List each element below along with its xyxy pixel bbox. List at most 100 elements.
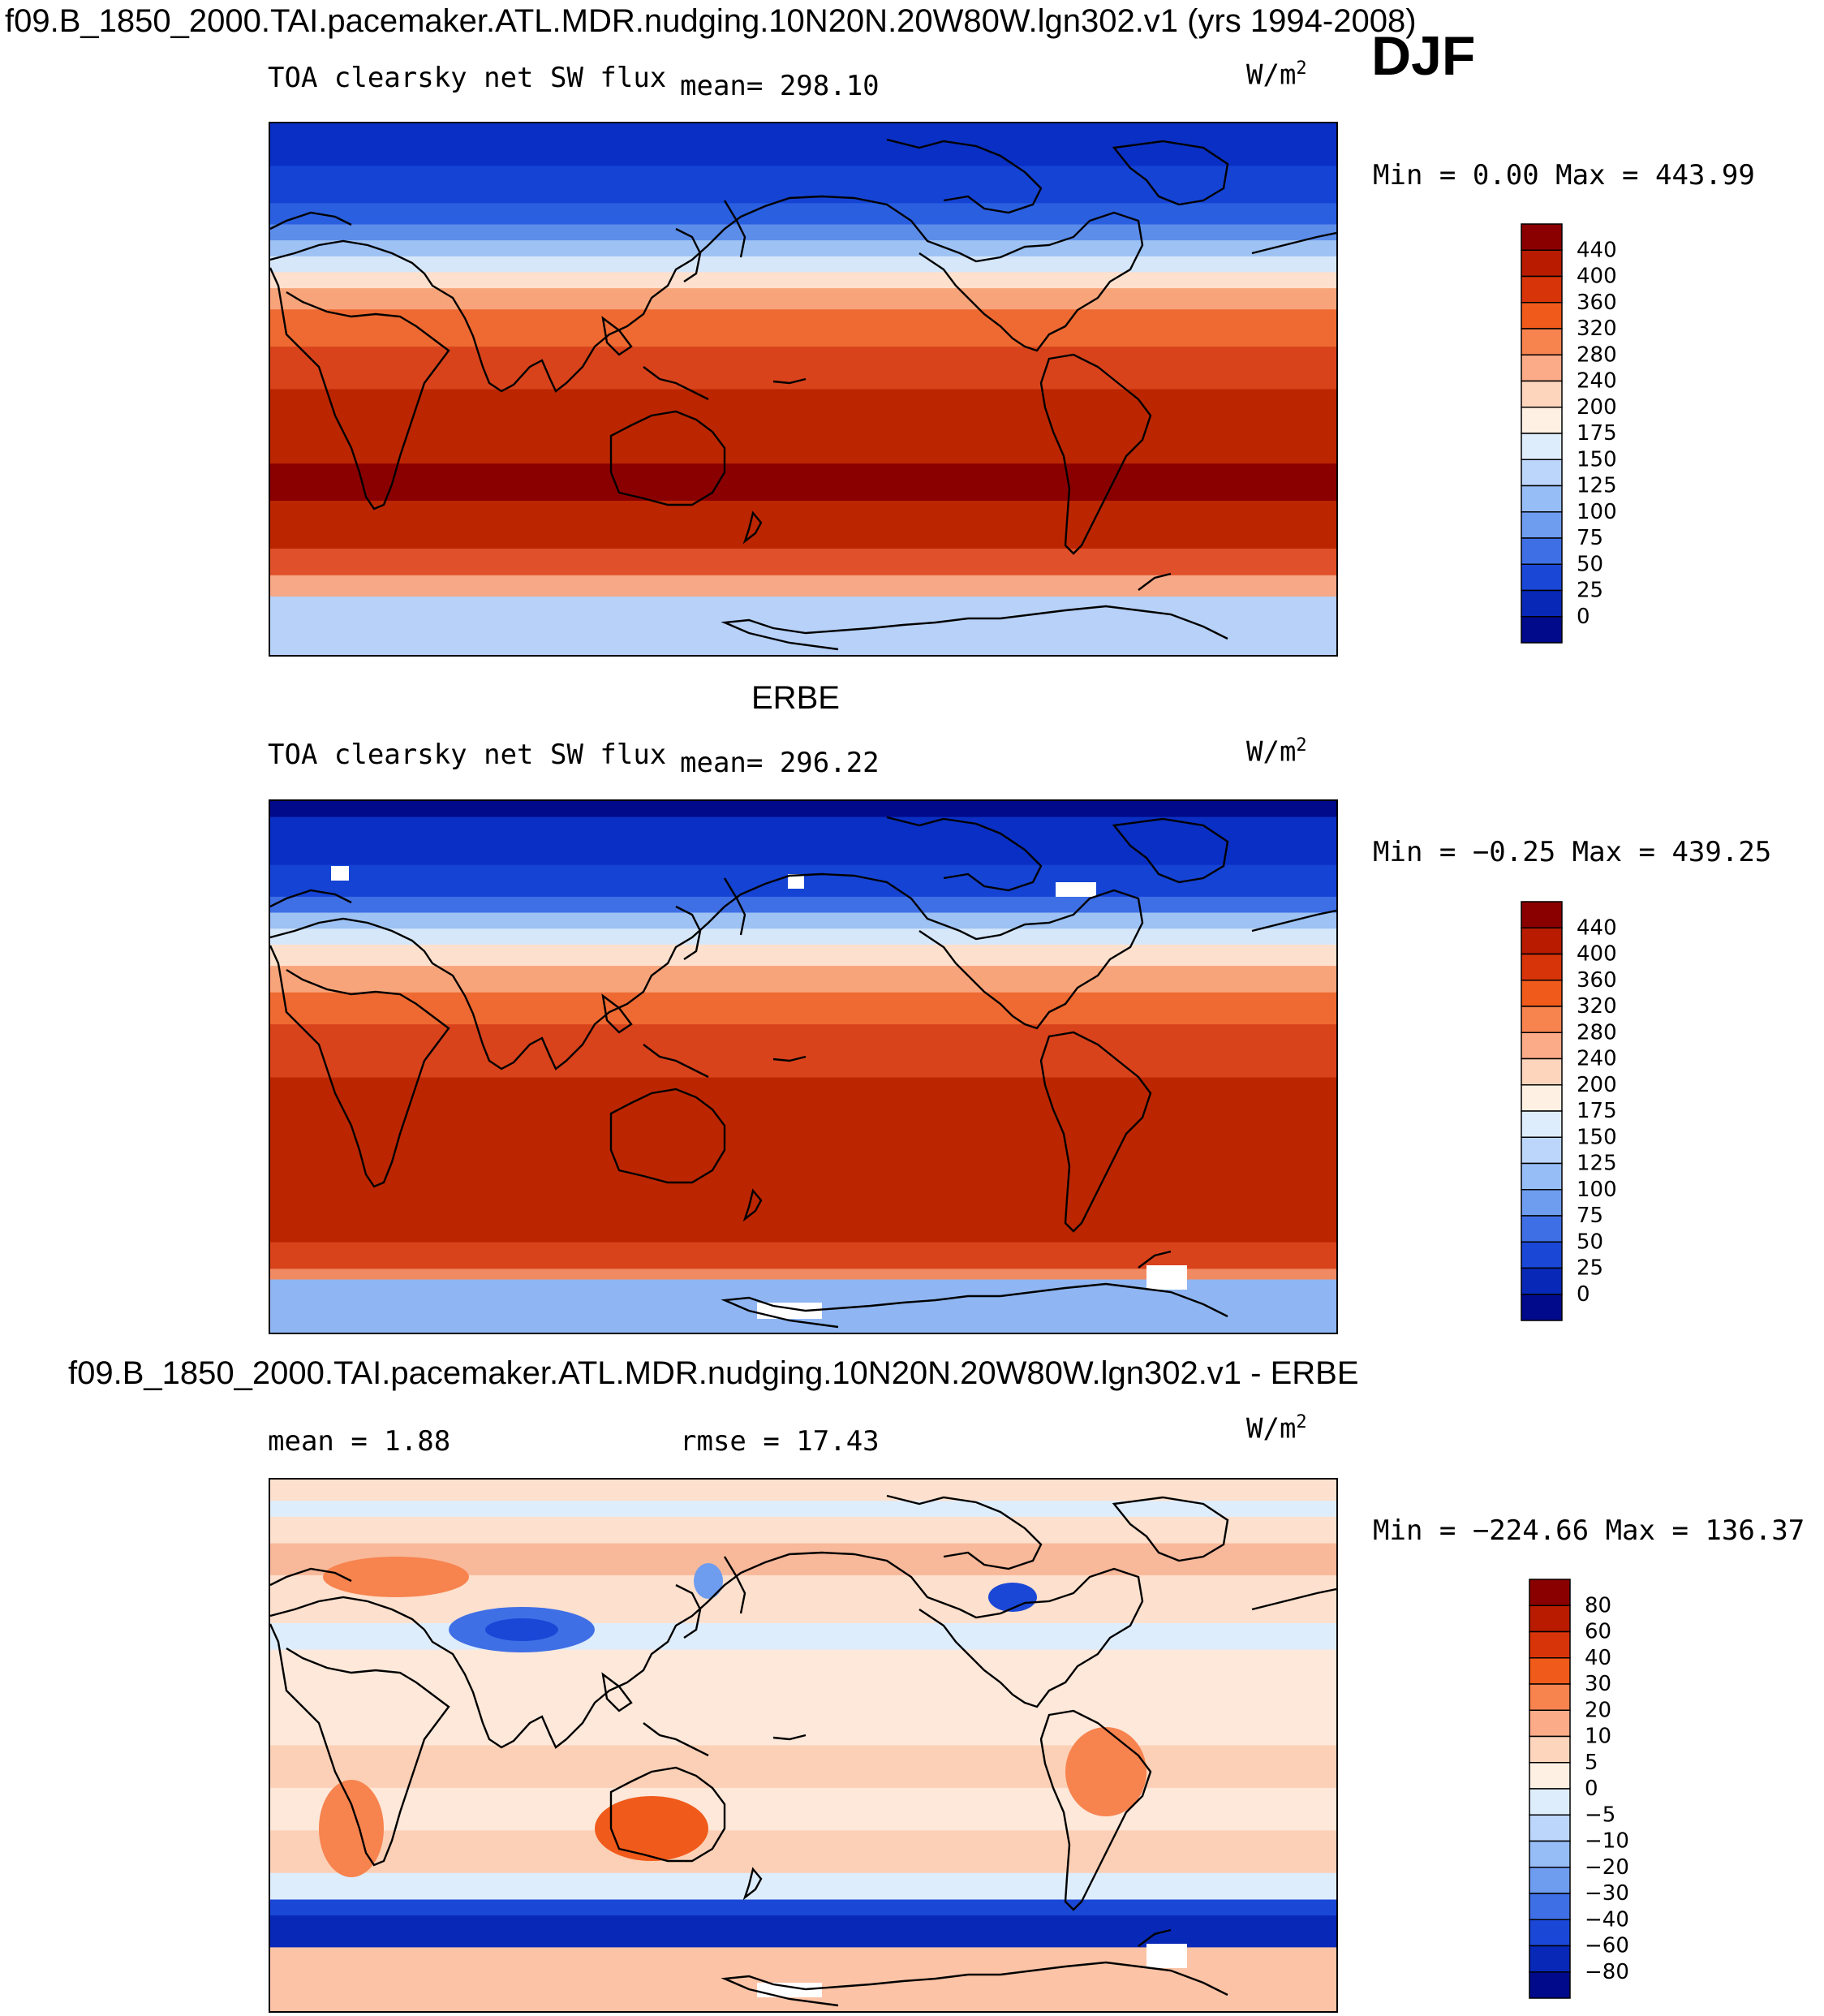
anomaly-europe-positive [323,1557,469,1597]
colorbar-swatch [1521,511,1563,539]
colorbar-swatch [1521,459,1563,487]
colorbar-label: 50 [1577,552,1603,576]
colorbar-swatch [1521,927,1563,955]
colorbar-label: 0 [1577,605,1590,629]
field-band [270,203,1336,226]
colorbar-swatch [1521,1110,1563,1138]
colorbar-swatch [1529,1945,1571,1973]
field-band [270,240,1336,257]
coastline [270,1551,855,1749]
colorbar-swatch [1521,223,1563,251]
field-band [270,1269,1336,1281]
field-band [270,1745,1336,1789]
coastline [854,1553,1144,1708]
coastline [270,1623,450,1867]
field-band [270,288,1336,311]
coastline [772,1734,807,1741]
colorbar-label: 175 [1577,421,1617,446]
panel-diff-heading: f09.B_1850_2000.TAI.pacemaker.ATL.MDR.nu… [68,1355,1359,1391]
field-band [270,1242,1336,1270]
panel-obs-units: W/m2 [1246,735,1307,769]
colorbar-label: 125 [1577,1152,1617,1176]
panel-diff-colorbar: 80 60 40 30 20 10 5 0 −5 −10 −20 −30 −40 −60 −80 [1529,1579,1659,2001]
coastline [1138,1928,1172,1947]
colorbar-label: 0 [1577,1282,1590,1307]
anomaly-africa-positive [319,1780,384,1877]
panel-obs-minmax: Min = −0.25 Max = 439.25 [1373,836,1772,868]
field-band [270,1480,1336,1502]
coastline [609,1766,726,1863]
field-band [270,309,1336,348]
panel-obs-map [269,799,1338,1334]
missing-data-patch [757,1983,822,1997]
field-band [270,463,1336,502]
colorbar-swatch [1521,1084,1563,1112]
colorbar-swatch [1529,1919,1571,1947]
coastline [886,138,1043,214]
panel-diff-rmse: rmse = 17.43 [680,1425,880,1458]
coastline [1112,817,1229,884]
coastline [609,410,726,506]
panel-diff-minmax: Min = −224.66 Max = 136.37 [1373,1514,1805,1547]
missing-data-patch [1146,1944,1187,1968]
colorbar-label: 125 [1577,474,1617,498]
missing-data-patch [788,874,804,889]
panel-obs-map-svg [270,801,1336,1333]
colorbar-swatch [1521,302,1563,330]
panel-diff-units: W/m2 [1246,1412,1307,1445]
panel-diff-mean: mean = 1.88 [268,1425,451,1458]
colorbar-swatch [1529,1657,1571,1685]
colorbar-label: 30 [1585,1672,1611,1696]
colorbar-swatch [1521,537,1563,565]
panel-model-minmax: Min = 0.00 Max = 443.99 [1373,159,1755,192]
coastline [643,366,709,401]
coastline [643,1044,709,1079]
field-band [270,966,1336,993]
colorbar-label: 5 [1585,1751,1598,1775]
coastline [270,945,450,1188]
panel-diff-map [269,1478,1338,2013]
colorbar-swatch [1529,1579,1571,1606]
coastline [270,195,855,393]
field-band [270,896,1336,914]
coastline [723,1556,746,1614]
field-band [270,347,1336,390]
colorbar-label: 400 [1577,942,1617,967]
colorbar-swatch [1521,980,1563,1007]
field-band [270,597,1336,655]
colorbar-swatch [1521,589,1563,618]
colorbar-label: 440 [1577,238,1617,262]
coastline [854,874,1144,1030]
colorbar-label: 150 [1577,447,1617,472]
colorbar-label: 360 [1577,968,1617,993]
coastline [886,1494,1043,1570]
coastline [270,1567,352,1587]
colorbar-swatch [1521,354,1563,382]
colorbar-swatch [1521,1032,1563,1060]
field-band [270,912,1336,930]
colorbar-swatch [1521,1215,1563,1243]
colorbar-label: 10 [1585,1725,1611,1749]
colorbar-label: 280 [1577,342,1617,367]
anomaly-australia-positive [595,1796,708,1861]
field-band [270,272,1336,289]
colorbar-swatch [1529,1971,1571,1999]
field-band [270,256,1336,274]
colorbar-label: 200 [1577,1073,1617,1097]
field-band [270,928,1336,946]
colorbar-swatch [1529,1788,1571,1816]
anomaly-asia-negative-core [485,1618,558,1641]
colorbar-label: 60 [1585,1620,1611,1644]
panel-model-mean: mean= 298.10 [680,70,880,102]
colorbar-swatch [1521,485,1563,513]
field-band [270,1077,1336,1243]
coastline [675,1583,702,1639]
coastline [1039,353,1152,555]
field-band [270,1516,1336,1544]
colorbar-label: 360 [1577,291,1617,315]
coastline [1138,572,1172,591]
field-band [270,1024,1336,1079]
colorbar-swatch [1521,1241,1563,1269]
anomaly-south-america-positive [1065,1727,1146,1816]
coastline [854,196,1144,352]
